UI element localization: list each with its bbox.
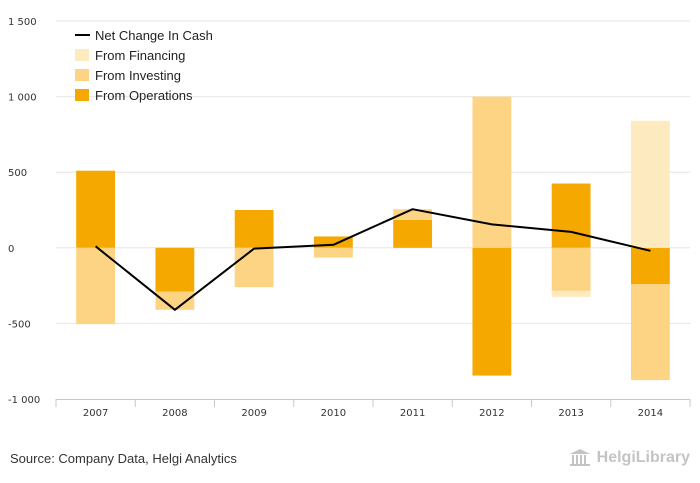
x-tick-label: 2008 — [162, 408, 187, 419]
bar-from-operations-2011 — [393, 219, 433, 248]
bar-from-investing-2011 — [393, 209, 433, 220]
bar-from-operations-2012 — [472, 247, 512, 376]
x-tick-label: 2012 — [479, 408, 504, 419]
bar-from-operations-2009 — [234, 210, 274, 248]
bar-from-financing-2014 — [630, 120, 670, 248]
brand-logo: HelgiLibrary — [569, 448, 690, 468]
legend-item: From Financing — [75, 48, 185, 63]
bar-from-operations-2007 — [76, 170, 116, 248]
y-axis: 1 500 1 000 500 0 -500 -1 000 — [8, 17, 40, 406]
bars — [76, 96, 670, 381]
bar-from-operations-2010 — [313, 236, 353, 248]
legend-item: Net Change In Cash — [75, 28, 213, 43]
legend-box-swatch — [75, 89, 89, 101]
legend-label: From Operations — [95, 88, 193, 103]
legend-box-swatch — [75, 69, 89, 81]
y-tick-label: -1 000 — [8, 395, 40, 406]
x-axis: 2007 2008 2009 2010 2011 2012 2013 2014 — [55, 399, 691, 419]
legend-label: From Investing — [95, 68, 181, 83]
bar-from-investing-2008 — [155, 291, 195, 310]
legend: Net Change In Cash From Financing From Inv… — [75, 28, 213, 103]
bar-from-operations-2008 — [155, 247, 195, 292]
x-tick-label: 2007 — [83, 408, 108, 419]
chart: 1 500 1 000 500 0 -500 -1 000 2007 2008 2009 201… — [8, 17, 691, 419]
source-note: Source: Company Data, Helgi Analytics — [10, 451, 237, 466]
x-tick-label: 2009 — [241, 408, 266, 419]
bar-from-investing-2007 — [76, 247, 116, 325]
bar-from-operations-2013 — [551, 183, 591, 248]
library-icon — [569, 449, 590, 466]
y-tick-label: 1 500 — [8, 17, 37, 28]
legend-label: Net Change In Cash — [95, 28, 213, 43]
bar-from-investing-2009 — [234, 247, 274, 288]
legend-label: From Financing — [95, 48, 185, 63]
y-tick-label: -500 — [8, 319, 31, 330]
legend-box-swatch — [75, 49, 89, 61]
grid-lines — [56, 20, 690, 324]
line-net-change-in-cash — [94, 208, 651, 311]
net-change-line — [94, 208, 651, 311]
bar-from-investing-2013 — [551, 247, 591, 291]
bar-from-operations-2014 — [630, 247, 670, 285]
brand-name: HelgiLibrary — [596, 449, 690, 466]
bar-from-financing-2013 — [551, 290, 591, 297]
y-tick-label: 1 000 — [8, 93, 37, 104]
x-tick-label: 2010 — [321, 408, 346, 419]
y-tick-label: 0 — [8, 244, 14, 255]
bar-from-investing-2010 — [313, 247, 353, 258]
legend-item: From Investing — [75, 68, 181, 83]
bar-from-investing-2014 — [630, 284, 670, 381]
x-tick-label: 2013 — [558, 408, 583, 419]
y-tick-label: 500 — [8, 168, 27, 179]
legend-item: From Operations — [75, 88, 193, 103]
x-tick-label: 2014 — [638, 408, 663, 419]
x-tick-label: 2011 — [400, 408, 425, 419]
